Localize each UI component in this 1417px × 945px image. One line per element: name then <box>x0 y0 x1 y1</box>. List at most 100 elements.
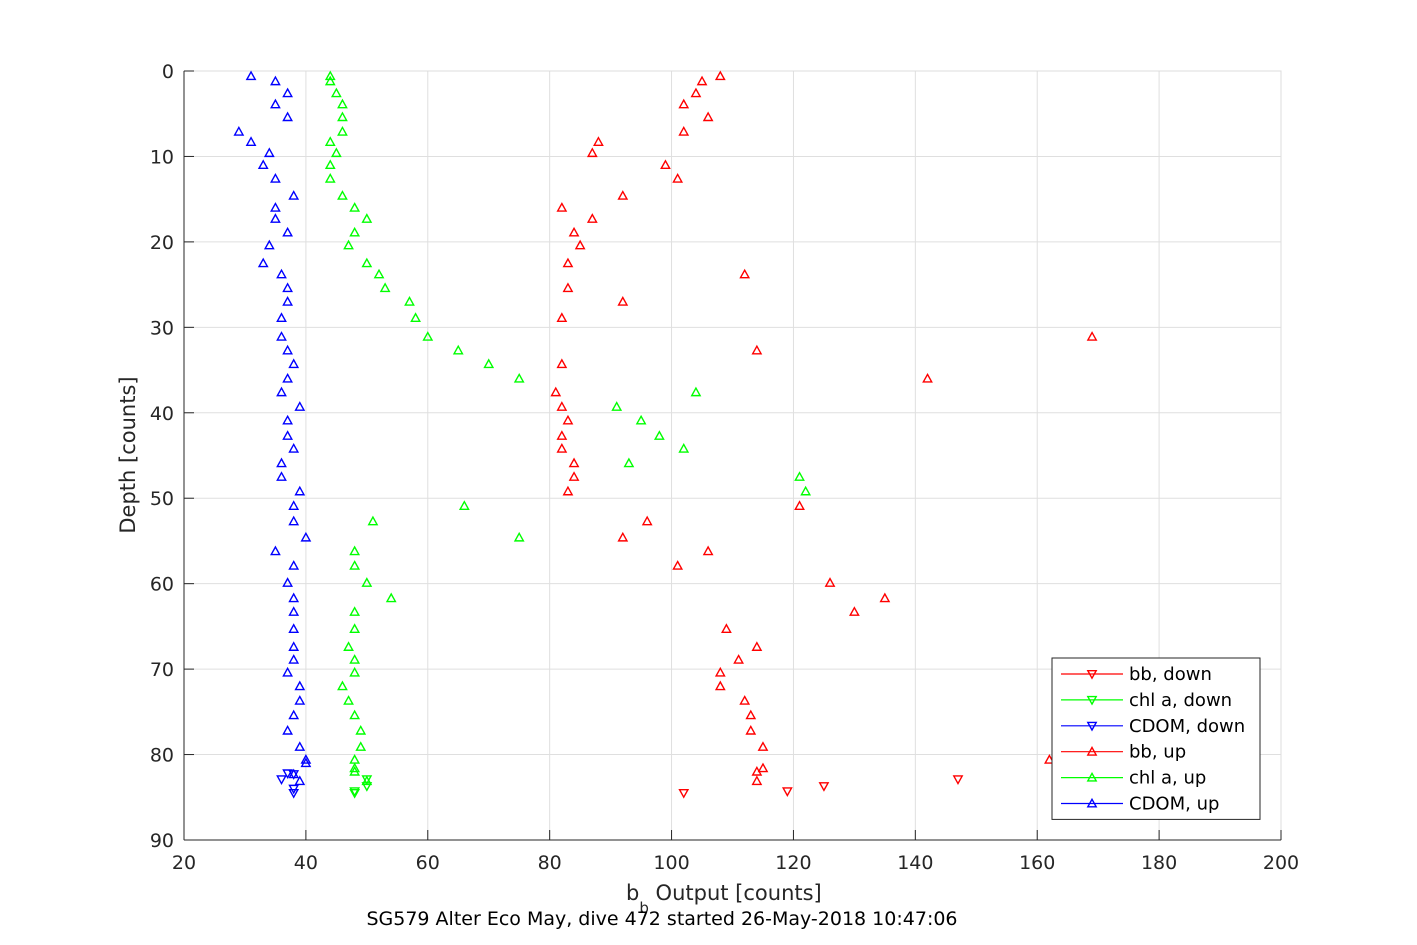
marker-bb-up <box>556 358 568 369</box>
legend-label-cdom-up: CDOM, up <box>1129 794 1219 815</box>
marker-chl-a-up <box>410 312 421 322</box>
legend-marker-cdom-up <box>1086 797 1098 808</box>
marker-cdom-up <box>282 226 293 237</box>
marker-cdom-down <box>288 784 300 795</box>
marker-cdom-up <box>288 358 300 369</box>
marker-bb-up <box>617 531 629 542</box>
marker-chl-a-up <box>361 257 373 268</box>
marker-cdom-up <box>282 414 293 425</box>
legend-label-cdom-down: CDOM, down <box>1129 716 1245 737</box>
marker-bb-down <box>818 782 830 792</box>
marker-chl-a-up <box>690 386 702 397</box>
marker-cdom-up <box>276 471 287 481</box>
marker-chl-a-up <box>483 358 495 369</box>
marker-bb-up <box>556 401 568 411</box>
marker-cdom-up <box>288 606 300 616</box>
marker-chl-a-down <box>349 787 361 797</box>
marker-bb-up <box>562 257 574 268</box>
legend-label-chl-a-up: chl a, up <box>1129 768 1206 789</box>
marker-cdom-down <box>276 775 287 785</box>
marker-bb-up <box>757 762 769 773</box>
marker-chl-a-up <box>324 159 336 170</box>
x-axis-label-main: b <box>626 881 639 905</box>
marker-bb-up <box>848 606 860 616</box>
marker-bb-up <box>672 173 684 183</box>
y-axis-label: Depth [counts] <box>116 376 140 533</box>
marker-cdom-up <box>288 623 300 634</box>
y-tick-label: 30 <box>150 317 174 339</box>
marker-bb-up <box>574 239 586 250</box>
marker-cdom-up <box>276 331 287 341</box>
marker-bb-up <box>562 485 574 496</box>
marker-cdom-up <box>245 136 257 146</box>
grid <box>183 70 1282 841</box>
marker-chl-a-up <box>337 111 348 122</box>
marker-chl-a-up <box>324 70 336 81</box>
data-points <box>233 70 1098 799</box>
marker-cdom-down <box>282 769 293 779</box>
marker-cdom-up <box>282 296 293 306</box>
x-axis-label-subscript: b <box>639 899 649 917</box>
y-tick-label: 20 <box>150 232 174 254</box>
marker-chl-a-up <box>324 136 336 146</box>
marker-bb-down <box>678 788 690 799</box>
x-axis-label: bb Output [counts] <box>626 881 822 917</box>
marker-bb-up <box>641 515 653 526</box>
marker-cdom-up <box>282 724 293 735</box>
marker-bb-up <box>556 202 568 212</box>
marker-cdom-up <box>276 457 287 468</box>
marker-bb-up <box>556 430 568 440</box>
marker-cdom-up <box>288 190 300 200</box>
marker-chl-a-up <box>349 762 361 773</box>
x-tick-label: 40 <box>294 852 318 874</box>
y-tick-label: 90 <box>150 830 174 852</box>
y-tick-label: 60 <box>150 574 174 596</box>
marker-bb-up <box>745 724 757 735</box>
legend-box <box>1051 657 1261 820</box>
marker-chl-a-up <box>361 775 373 786</box>
marker-bb-up <box>739 695 751 705</box>
marker-cdom-up <box>257 159 269 170</box>
marker-bb-up <box>702 545 714 556</box>
y-tick-label: 10 <box>150 146 174 168</box>
marker-bb-up <box>757 741 769 751</box>
marker-chl-a-up <box>349 666 361 677</box>
legend-label-bb-up: bb, up <box>1129 742 1186 763</box>
marker-cdom-up <box>288 768 300 779</box>
marker-cdom-up <box>282 87 293 98</box>
marker-bb-up <box>714 680 726 691</box>
y-tick-label: 0 <box>162 61 174 83</box>
marker-bb-up <box>678 98 690 109</box>
marker-chl-a-up <box>800 485 812 496</box>
x-tick-label: 140 <box>897 852 933 874</box>
x-tick-label: 100 <box>653 852 689 874</box>
marker-chl-a-up <box>349 560 361 570</box>
marker-bb-up <box>794 500 805 510</box>
marker-chl-a-up <box>349 623 361 634</box>
marker-bb-up <box>721 623 732 634</box>
marker-bb-up <box>586 147 598 158</box>
x-tick-label: 120 <box>775 852 811 874</box>
marker-bb-up <box>745 709 757 720</box>
marker-chl-a-up <box>361 577 373 587</box>
marker-bb-down <box>781 787 793 797</box>
legend-marker-bb-down <box>1086 669 1098 680</box>
axes: 20 40 60 80 100 120 140 160 180 200 0 10 20 30 40 50 60 7… <box>150 61 1299 874</box>
marker-chl-a-up <box>513 372 525 383</box>
marker-chl-a-up <box>324 173 336 183</box>
marker-chl-a-up <box>337 98 348 109</box>
marker-bb-up <box>879 592 891 603</box>
marker-bb-down <box>952 775 964 785</box>
marker-chl-a-up <box>361 213 373 223</box>
marker-bb-up <box>696 75 708 86</box>
y-tick-label: 50 <box>150 488 174 510</box>
marker-cdom-up <box>288 500 300 510</box>
marker-cdom-up <box>233 126 245 136</box>
marker-cdom-up <box>270 98 281 109</box>
marker-cdom-up <box>263 239 275 250</box>
marker-cdom-up <box>270 75 281 86</box>
marker-bb-up <box>922 372 933 383</box>
marker-chl-a-up <box>355 724 367 735</box>
marker-chl-a-up <box>794 471 805 481</box>
marker-cdom-up <box>276 268 287 279</box>
